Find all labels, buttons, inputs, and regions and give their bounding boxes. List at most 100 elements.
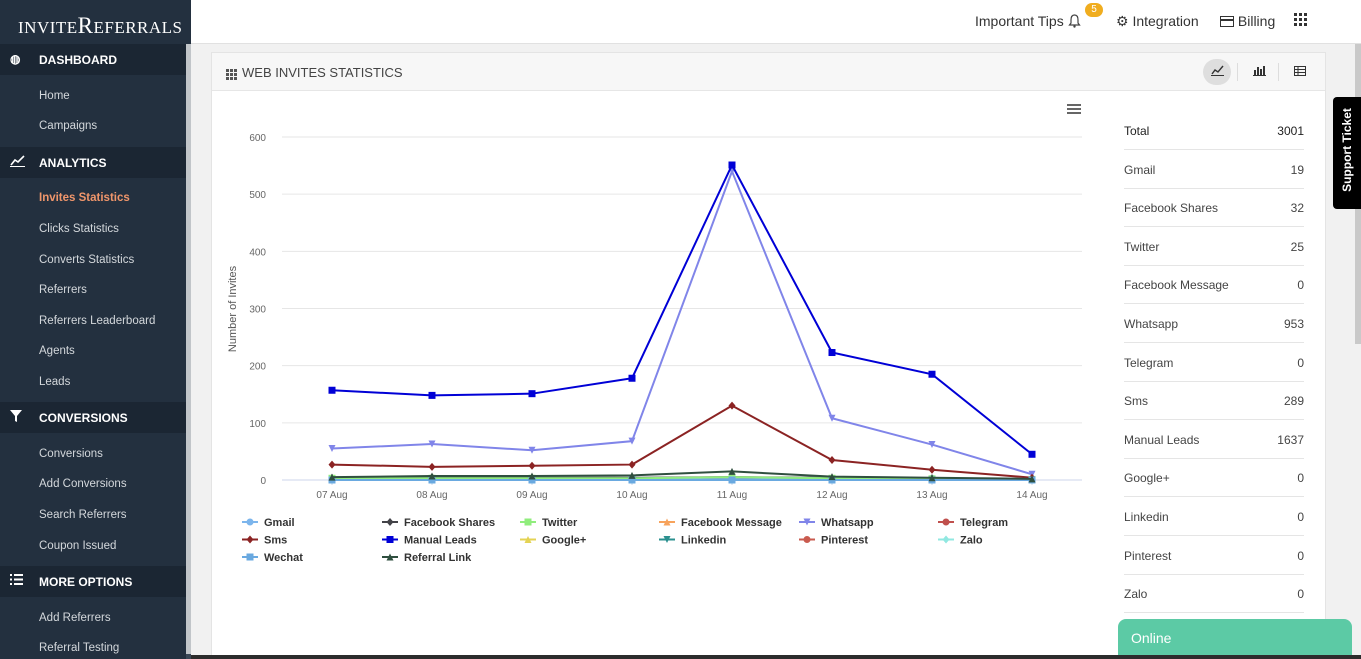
sidebar-item-converts-statistics[interactable]: Converts Statistics — [39, 254, 135, 266]
y-tick-label: 100 — [249, 419, 266, 430]
logo[interactable]: INVITEREFERRALS — [0, 0, 191, 44]
gear-icon: ⚙ — [1116, 13, 1129, 29]
chart-menu-icon[interactable] — [1067, 104, 1081, 114]
support-ticket-button[interactable]: Support Ticket — [1333, 97, 1361, 209]
stats-row: Google+ 0 — [1124, 459, 1304, 498]
stats-value: 0 — [1297, 471, 1304, 486]
stats-value: 25 — [1290, 239, 1304, 254]
stats-label: Sms — [1124, 394, 1148, 409]
nav-section-more-options[interactable]: MORE OPTIONS — [0, 566, 186, 597]
legend-item[interactable]: Twitter — [520, 517, 578, 529]
data-point — [728, 476, 736, 484]
apps-grid-icon[interactable] — [1294, 13, 1307, 29]
data-point — [728, 401, 736, 410]
legend-item[interactable]: Gmail — [242, 517, 295, 529]
legend-label: Gmail — [264, 517, 295, 529]
legend-item[interactable]: Whatsapp — [799, 517, 874, 529]
x-tick-label: 14 Aug — [1016, 490, 1047, 501]
series-line — [331, 162, 1033, 456]
data-point — [528, 390, 536, 398]
sidebar-item-conversions[interactable]: Conversions — [39, 448, 103, 460]
legend-marker — [942, 518, 950, 526]
data-point — [628, 437, 636, 445]
data-point — [328, 386, 336, 394]
integration-link[interactable]: ⚙ Integration — [1116, 13, 1199, 29]
online-chat-widget[interactable]: Online — [1118, 619, 1352, 659]
data-point — [528, 446, 536, 454]
bar-chart-view-button[interactable] — [1245, 59, 1273, 85]
series-whatsapp — [328, 167, 1036, 478]
legend-item[interactable]: Facebook Message — [659, 517, 782, 529]
sidebar-scrollbar[interactable] — [186, 44, 191, 654]
bell-icon — [1067, 13, 1081, 29]
legend-item[interactable]: Google+ — [520, 535, 586, 547]
panel-title: WEB INVITES STATISTICS — [242, 65, 403, 80]
important-tips-link[interactable]: Important Tips — [975, 13, 1081, 29]
x-tick-label: 13 Aug — [916, 490, 947, 501]
stats-value: 1637 — [1277, 432, 1304, 447]
sidebar-item-leads[interactable]: Leads — [39, 376, 71, 388]
sidebar-item-clicks-statistics[interactable]: Clicks Statistics — [39, 223, 119, 235]
legend-label: Pinterest — [821, 535, 868, 547]
legend-item[interactable]: Sms — [242, 535, 287, 547]
data-point — [528, 472, 536, 480]
stats-label: Linkedin — [1124, 510, 1169, 524]
sidebar-item-campaigns[interactable]: Campaigns — [39, 120, 98, 132]
legend-item[interactable]: Facebook Shares — [382, 517, 495, 529]
legend-label: Linkedin — [681, 535, 727, 547]
table-view-button[interactable] — [1286, 59, 1314, 85]
sidebar-item-search-referrers[interactable]: Search Referrers — [39, 509, 127, 521]
sidebar-item-invites-statistics[interactable]: Invites Statistics — [39, 192, 130, 204]
stats-row: Pinterest 0 — [1124, 537, 1304, 575]
data-point — [928, 441, 936, 449]
legend-item[interactable]: Zalo — [938, 535, 983, 547]
legend-item[interactable]: Manual Leads — [382, 535, 477, 547]
legend-item[interactable]: Telegram — [938, 517, 1008, 529]
sidebar-item-coupon-issued[interactable]: Coupon Issued — [39, 540, 117, 552]
data-point — [828, 455, 836, 464]
nav-section-analytics[interactable]: ANALYTICS — [0, 147, 186, 178]
data-point — [828, 414, 836, 422]
sidebar-item-add-referrers[interactable]: Add Referrers — [39, 612, 111, 624]
chart-legend: Gmail Facebook Shares Twitter Facebook Mess… — [242, 517, 1008, 564]
logo-text-pre: INVITE — [18, 18, 78, 37]
stats-label: Gmail — [1124, 162, 1156, 177]
data-point — [928, 465, 936, 474]
stats-label: Manual Leads — [1124, 432, 1200, 447]
filter-icon — [10, 410, 24, 424]
legend-item[interactable]: Referral Link — [382, 552, 472, 564]
logo-text-post: EFERRALS — [93, 18, 183, 37]
stats-label: Twitter — [1124, 239, 1160, 254]
sidebar-item-referral-testing[interactable]: Referral Testing — [39, 642, 120, 654]
stats-value: 19 — [1290, 162, 1304, 177]
sidebar-item-referrers[interactable]: Referrers — [39, 284, 87, 296]
legend-marker — [386, 553, 394, 561]
y-tick-label: 500 — [249, 190, 266, 201]
sidebar-item-referrers-leaderboard[interactable]: Referrers Leaderboard — [39, 315, 156, 327]
stats-value: 32 — [1290, 201, 1304, 216]
sidebar-item-add-conversions[interactable]: Add Conversions — [39, 478, 127, 490]
sidebar-item-agents[interactable]: Agents — [39, 345, 75, 357]
data-point — [528, 461, 536, 470]
line-chart-view-button[interactable] — [1203, 59, 1231, 85]
legend-marker — [524, 536, 532, 543]
stats-label: Zalo — [1124, 587, 1148, 602]
legend-item[interactable]: Pinterest — [799, 535, 868, 547]
legend-item[interactable]: Linkedin — [659, 535, 727, 547]
data-point — [1028, 450, 1036, 458]
top-bar — [191, 0, 1361, 44]
list-icon — [10, 574, 24, 588]
nav-section-dashboard[interactable]: ◍ DASHBOARD — [0, 44, 186, 75]
panel-header: WEB INVITES STATISTICS — [212, 53, 1325, 91]
nav-section-conversions[interactable]: CONVERSIONS — [0, 402, 186, 433]
sidebar-item-home[interactable]: Home — [39, 90, 70, 102]
stats-label: Telegram — [1124, 355, 1174, 370]
legend-item[interactable]: Wechat — [242, 552, 303, 564]
series-line — [331, 404, 1033, 479]
data-point — [828, 473, 836, 481]
chart-series — [328, 161, 1036, 484]
data-point — [828, 349, 836, 357]
billing-link[interactable]: Billing — [1220, 13, 1275, 29]
legend-marker — [386, 536, 394, 543]
stats-row: Manual Leads 1637 — [1124, 421, 1304, 459]
